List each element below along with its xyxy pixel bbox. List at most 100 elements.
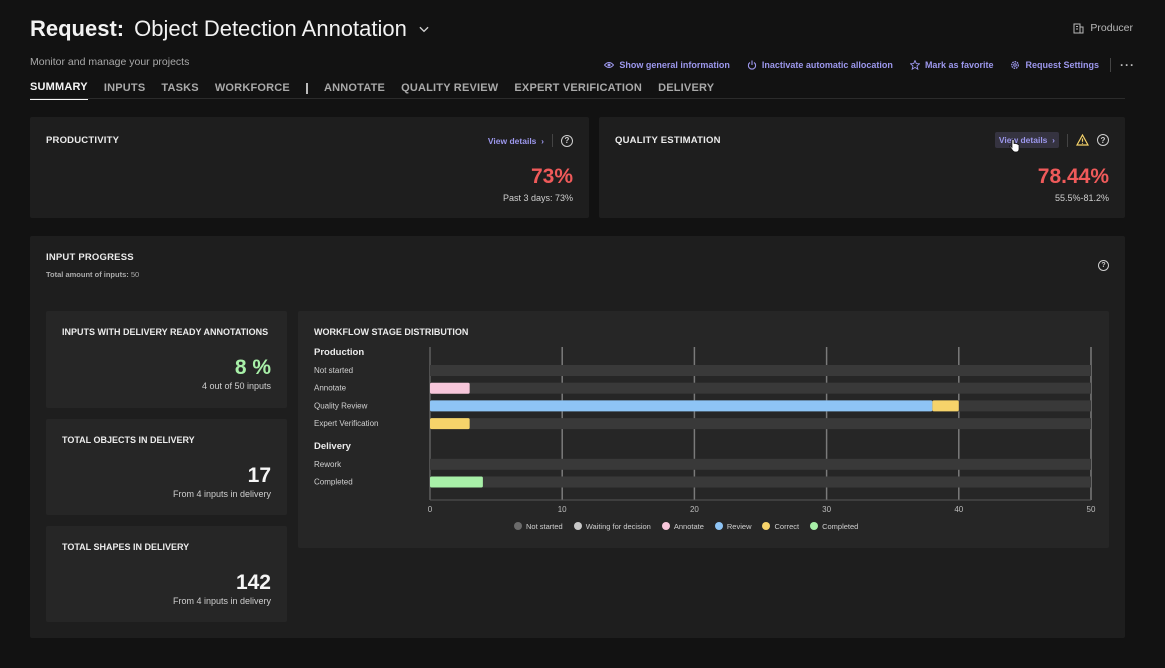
- stat-subtext: 4 out of 50 inputs: [201, 381, 271, 391]
- tab-annotate[interactable]: ANNOTATE: [323, 82, 386, 94]
- legend-item: Correct: [762, 522, 799, 531]
- x-tick-label: 0: [428, 505, 433, 514]
- building-icon: [1073, 23, 1084, 33]
- stat-title: TOTAL OBJECTS IN DELIVERY: [62, 435, 195, 445]
- chevron-right-icon: ›: [1052, 135, 1055, 145]
- request-settings-button[interactable]: Request Settings: [1010, 60, 1099, 70]
- quality-view-details-label: View details: [998, 135, 1048, 145]
- legend-item: Waiting for decision: [573, 522, 651, 531]
- productivity-view-details-label: View details: [487, 135, 537, 146]
- request-settings-label: Request Settings: [1025, 60, 1099, 70]
- productivity-view-details-button[interactable]: View details ›: [488, 136, 544, 146]
- productivity-header-controls: View details › ?: [488, 134, 573, 147]
- input-progress-title: INPUT PROGRESS: [46, 252, 134, 263]
- tab-inputs[interactable]: INPUTS: [103, 82, 146, 94]
- x-tick-label: 50: [1087, 505, 1096, 514]
- total-inputs-value: 50: [130, 270, 140, 279]
- mark-favorite-button[interactable]: Mark as favorite: [909, 60, 993, 70]
- tab-divider: [305, 82, 308, 94]
- tab-tasks[interactable]: TASKS: [161, 82, 199, 94]
- category-label: Completed: [314, 478, 353, 487]
- help-icon[interactable]: ?: [561, 134, 573, 147]
- category-label: Rework: [314, 460, 342, 469]
- inactivate-allocation-button[interactable]: Inactivate automatic allocation: [747, 60, 893, 70]
- stat-value: 17: [247, 464, 271, 487]
- chart-title: WORKFLOW STAGE DISTRIBUTION: [314, 327, 469, 337]
- stat-title: INPUTS WITH DELIVERY READY ANNOTATIONS: [62, 327, 269, 337]
- bar-segment: [932, 400, 959, 412]
- legend-label: Annotate: [673, 522, 704, 531]
- tab-expert-verification[interactable]: EXPERT VERIFICATION: [514, 82, 643, 94]
- x-tick-label: 30: [822, 505, 831, 514]
- bar-track: [430, 418, 1091, 430]
- tab-delivery[interactable]: DELIVERY: [658, 82, 715, 94]
- more-options-icon[interactable]: ···: [1120, 58, 1135, 72]
- stat-title: TOTAL SHAPES IN DELIVERY: [62, 542, 190, 552]
- quality-value: 78.44%: [1037, 165, 1109, 188]
- quality-estimation-card: QUALITY ESTIMATION View details › ? 78.4…: [599, 117, 1125, 218]
- quality-note: 55.5%-81.2%: [1054, 193, 1109, 203]
- star-icon: [909, 60, 920, 70]
- category-label: Annotate: [314, 384, 347, 393]
- divider: [552, 134, 553, 147]
- gear-icon: [1011, 61, 1020, 69]
- bar-segment: [430, 476, 483, 488]
- total-inputs: Total amount of inputs: 50: [46, 270, 139, 279]
- tab-quality-review[interactable]: QUALITY REVIEW: [401, 82, 499, 94]
- bar-segment: [430, 400, 933, 412]
- warning-icon[interactable]: [1076, 134, 1089, 146]
- workflow-chart-card: WORKFLOW STAGE DISTRIBUTION Production De…: [298, 311, 1109, 548]
- legend-dot: [810, 522, 819, 530]
- legend-dot: [762, 522, 771, 530]
- legend-item: Annotate: [661, 522, 704, 531]
- legend-label: Waiting for decision: [585, 522, 651, 531]
- help-icon[interactable]: ?: [1097, 134, 1109, 146]
- legend-label: Completed: [822, 522, 859, 531]
- eye-icon: [604, 62, 615, 68]
- category-label: Quality Review: [314, 401, 368, 410]
- quality-header-controls: View details › ?: [994, 132, 1109, 148]
- delivery-ready-card: INPUTS WITH DELIVERY READY ANNOTATIONS 8…: [46, 311, 287, 408]
- bar-segment: [430, 418, 470, 430]
- help-icon[interactable]: ?: [1098, 260, 1109, 271]
- stat-subtext: From 4 inputs in delivery: [172, 596, 271, 606]
- tab-summary[interactable]: SUMMARY: [30, 81, 88, 100]
- page-subtitle: Monitor and manage your projects: [30, 56, 190, 68]
- bar-track: [430, 476, 1091, 488]
- total-shapes-card: TOTAL SHAPES IN DELIVERY 142 From 4 inpu…: [46, 526, 287, 622]
- divider: [1110, 58, 1111, 72]
- tab-bar: SUMMARY INPUTS TASKS WORKFORCE ANNOTATE …: [30, 81, 714, 100]
- group-label: Production: [314, 347, 364, 358]
- quality-view-details-button[interactable]: View details ›: [994, 132, 1059, 148]
- chevron-right-icon: ›: [541, 135, 544, 146]
- legend-label: Not started: [526, 522, 563, 531]
- quality-title: QUALITY ESTIMATION: [615, 135, 721, 146]
- power-icon: [747, 60, 757, 70]
- category-label: Not started: [314, 366, 353, 375]
- legend-dot: [514, 522, 522, 530]
- total-objects-card: TOTAL OBJECTS IN DELIVERY 17 From 4 inpu…: [46, 419, 287, 515]
- legend-item: Review: [714, 522, 751, 531]
- bar-track: [430, 365, 1091, 376]
- productivity-note: Past 3 days: 73%: [502, 193, 573, 203]
- chart-legend: Not started Waiting for decision Annotate R…: [514, 522, 858, 531]
- legend-dot: [573, 522, 582, 530]
- header-actions: Show general information Inactivate auto…: [604, 58, 1135, 72]
- x-tick-label: 40: [954, 505, 963, 514]
- tab-workforce[interactable]: WORKFORCE: [214, 82, 290, 94]
- input-progress-card: INPUT PROGRESS Total amount of inputs: 5…: [30, 236, 1125, 638]
- stat-value: 142: [235, 571, 271, 594]
- chevron-down-icon[interactable]: [419, 24, 429, 34]
- productivity-title: PRODUCTIVITY: [46, 135, 120, 146]
- bar-segment: [430, 382, 470, 394]
- page-header: Request: Object Detection Annotation Pro…: [30, 14, 1135, 104]
- show-general-info-button[interactable]: Show general information: [604, 60, 730, 70]
- workflow-stage-chart: Production Delivery 0 10 20 30 40 50 Not started…: [314, 347, 1096, 514]
- productivity-card: PRODUCTIVITY View details › ? 73% Past 3…: [30, 117, 589, 218]
- divider: [1067, 133, 1068, 147]
- legend-item: Not started: [514, 522, 563, 531]
- mouse-cursor-icon: [1009, 139, 1020, 153]
- x-tick-label: 10: [558, 505, 567, 514]
- role-label: Producer: [1090, 22, 1133, 34]
